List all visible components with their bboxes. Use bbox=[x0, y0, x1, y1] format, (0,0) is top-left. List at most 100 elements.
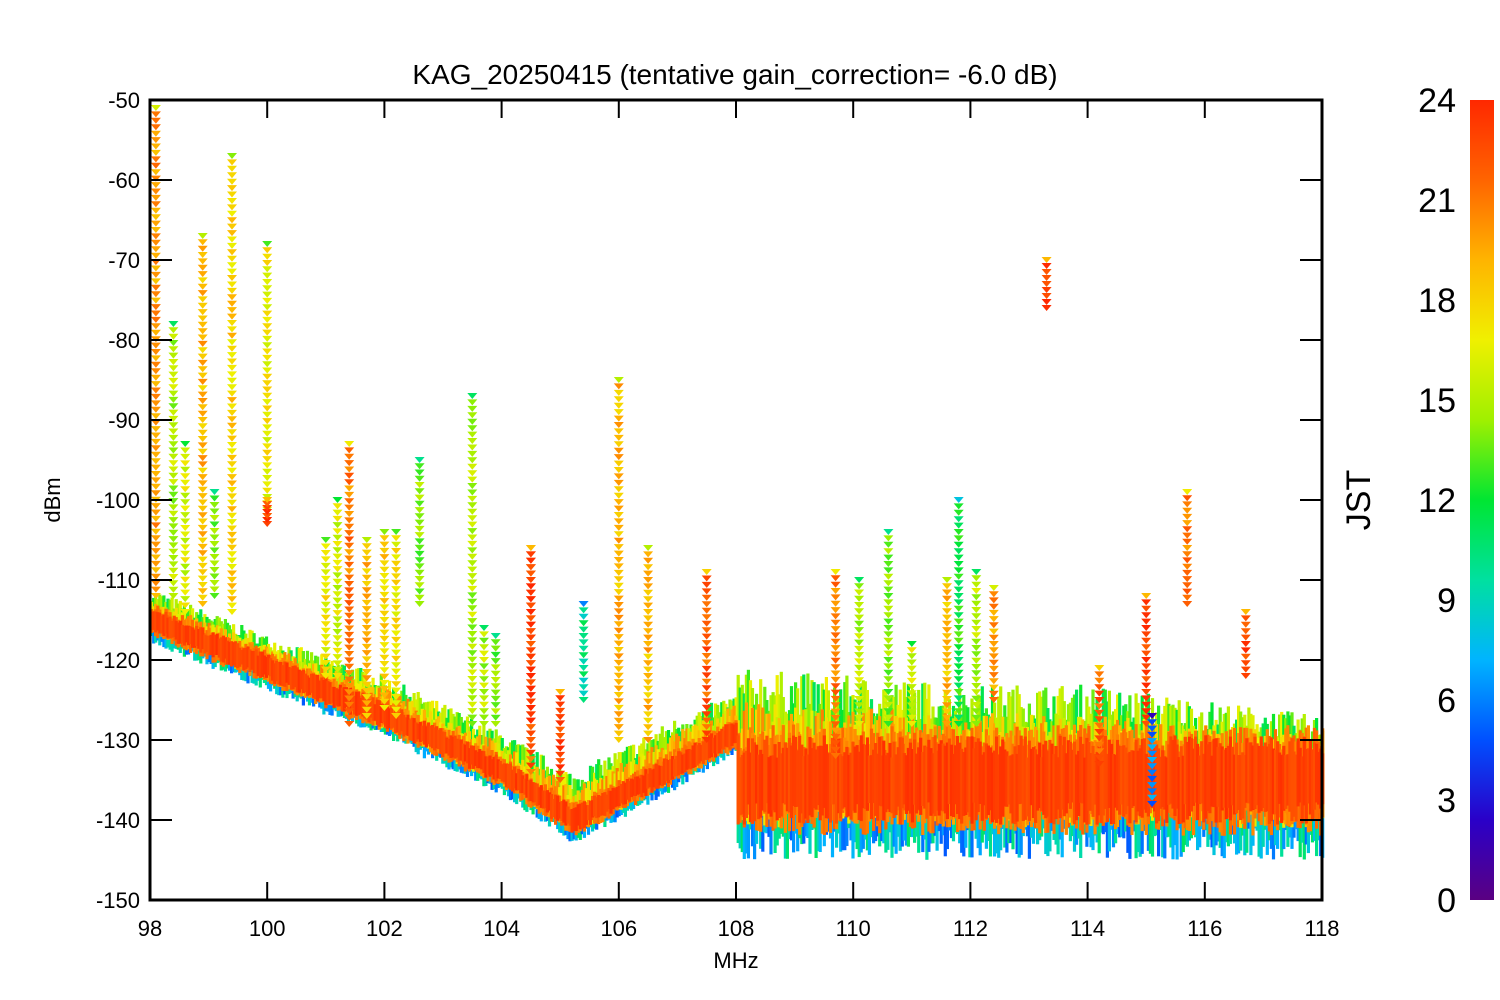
signal-point bbox=[1182, 557, 1193, 564]
noise-floor-mark bbox=[816, 746, 820, 806]
signal-point bbox=[701, 653, 712, 659]
signal-point bbox=[227, 583, 237, 590]
signal-point bbox=[525, 570, 536, 577]
signal-point bbox=[942, 677, 952, 684]
signal-point bbox=[613, 512, 624, 518]
noise-floor-mark bbox=[1066, 740, 1070, 804]
signal-point bbox=[613, 634, 624, 641]
signal-point bbox=[180, 557, 191, 564]
noise-floor-mark bbox=[988, 747, 993, 811]
signal-point bbox=[227, 454, 237, 461]
noise-floor-mark bbox=[523, 778, 527, 795]
noise-floor-mark bbox=[219, 637, 223, 662]
signal-point bbox=[197, 588, 208, 595]
signal-point bbox=[1240, 628, 1251, 635]
noise-floor-mark bbox=[1021, 745, 1025, 821]
signal-peak bbox=[1141, 593, 1152, 599]
noise-floor-mark bbox=[828, 752, 833, 823]
signal-point bbox=[1041, 269, 1052, 275]
y-tick-label: -150 bbox=[96, 888, 140, 913]
signal-point bbox=[942, 639, 952, 646]
signal-point bbox=[942, 658, 952, 665]
noise-floor-mark bbox=[279, 662, 283, 686]
noise-floor-mark bbox=[180, 624, 184, 644]
noise-floor-mark bbox=[209, 634, 213, 655]
signal-point bbox=[988, 628, 999, 635]
signal-column bbox=[971, 569, 982, 727]
signal-point bbox=[988, 672, 999, 679]
signal-point bbox=[180, 583, 191, 590]
noise-floor-mark bbox=[250, 650, 254, 670]
signal-point bbox=[1141, 714, 1152, 721]
signal-point bbox=[701, 730, 712, 737]
signal-point bbox=[613, 422, 624, 428]
signal-point bbox=[379, 610, 390, 617]
signal-point bbox=[320, 569, 331, 576]
noise-floor-mark bbox=[470, 745, 474, 765]
noise-floor-mark bbox=[549, 794, 554, 819]
signal-peak bbox=[643, 545, 654, 551]
signal-point bbox=[971, 664, 982, 670]
signal-point bbox=[150, 214, 161, 221]
noise-floor-mark bbox=[660, 766, 664, 787]
noise-floor-mark bbox=[385, 707, 390, 730]
signal-point bbox=[262, 316, 273, 323]
signal-point bbox=[180, 486, 191, 493]
signal-point bbox=[479, 650, 489, 657]
signal-point bbox=[467, 714, 478, 721]
noise-floor-mark bbox=[441, 731, 445, 758]
signal-point bbox=[150, 291, 161, 298]
noise-floor-mark bbox=[1087, 742, 1091, 811]
noise-floor-mark bbox=[348, 687, 353, 716]
noise-floor-mark bbox=[447, 738, 451, 756]
signal-point bbox=[361, 581, 372, 587]
noise-floor-mark bbox=[310, 652, 314, 686]
signal-point bbox=[1240, 615, 1251, 622]
noise-floor-mark bbox=[574, 807, 578, 831]
signal-point bbox=[361, 631, 372, 638]
signal-point bbox=[391, 713, 402, 719]
noise-floor-mark bbox=[1177, 757, 1181, 824]
noise-floor-mark bbox=[615, 787, 619, 807]
noise-floor-mark bbox=[457, 739, 461, 761]
signal-point bbox=[883, 695, 894, 702]
noise-floor-mark bbox=[962, 752, 966, 816]
signal-point bbox=[209, 567, 220, 573]
signal-point bbox=[320, 595, 331, 602]
noise-floor-mark bbox=[744, 750, 748, 818]
noise-floor-mark bbox=[986, 745, 990, 816]
noise-floor-mark bbox=[492, 743, 496, 768]
signal-point bbox=[379, 604, 390, 611]
signal-point bbox=[332, 566, 343, 573]
noise-floor-mark bbox=[463, 744, 467, 762]
signal-point bbox=[168, 542, 179, 549]
signal-point bbox=[854, 689, 865, 696]
signal-point bbox=[467, 637, 478, 644]
signal-point bbox=[988, 690, 999, 697]
signal-point bbox=[953, 708, 964, 715]
signal-point bbox=[525, 609, 536, 615]
noise-floor-mark bbox=[966, 736, 970, 813]
signal-point bbox=[467, 708, 478, 715]
noise-floor-mark bbox=[353, 695, 357, 715]
noise-floor-mark bbox=[521, 775, 525, 793]
noise-floor-mark bbox=[1171, 780, 1175, 860]
noise-floor-mark bbox=[779, 753, 783, 817]
signal-point bbox=[361, 625, 372, 631]
signal-peak bbox=[883, 529, 894, 535]
signal-point bbox=[227, 461, 237, 468]
signal-point bbox=[150, 406, 161, 413]
noise-floor-mark bbox=[1095, 752, 1099, 825]
signal-point bbox=[555, 733, 566, 739]
signal-point bbox=[643, 551, 654, 558]
signal-point bbox=[701, 588, 712, 595]
noise-floor-mark bbox=[404, 717, 408, 735]
signal-point bbox=[701, 633, 712, 640]
noise-floor-mark bbox=[445, 737, 449, 754]
signal-point bbox=[467, 502, 478, 509]
signal-column bbox=[953, 497, 964, 727]
signal-point bbox=[643, 692, 654, 699]
noise-floor-mark bbox=[312, 674, 316, 698]
signal-point bbox=[227, 281, 237, 288]
signal-point bbox=[227, 557, 237, 564]
